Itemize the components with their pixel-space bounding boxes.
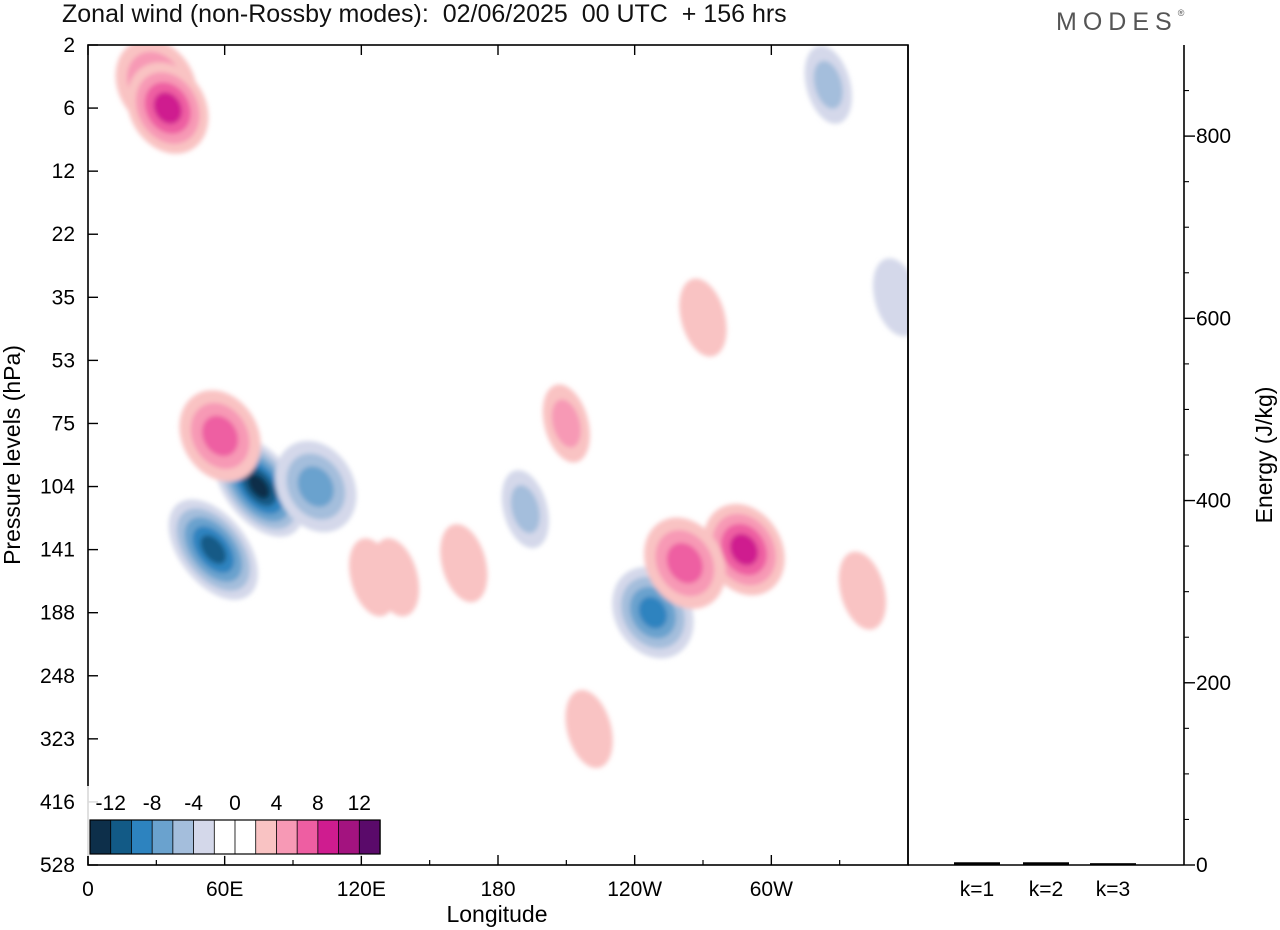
colorbar-swatch xyxy=(151,819,174,855)
brand-logo: MODES® xyxy=(1056,8,1184,37)
y-tick-label: 12 xyxy=(52,160,75,183)
y-tick-label: 6 xyxy=(63,97,75,120)
heatmap-cell xyxy=(168,499,258,600)
energy-category-label: k=1 xyxy=(960,878,994,901)
x-tick-label: 180 xyxy=(480,878,515,901)
colorbar-swatch xyxy=(89,819,112,855)
y-tick-label: 104 xyxy=(40,476,75,499)
brand-name: MODES xyxy=(1056,8,1178,36)
colorbar-swatch xyxy=(296,819,319,855)
energy-axis-label: Energy (J/kg) xyxy=(1251,387,1277,524)
y-tick-label: 53 xyxy=(52,349,75,372)
y-tick-label: 323 xyxy=(40,728,75,751)
heatmap-cell xyxy=(542,384,590,463)
energy-bar xyxy=(1023,862,1069,865)
heatmap-cell xyxy=(679,278,727,357)
heatmap-contour xyxy=(729,533,759,566)
heatmap-contour xyxy=(565,689,613,769)
heatmap-contour xyxy=(872,258,908,337)
energy-tick-label: 400 xyxy=(1196,490,1231,513)
y-tick-label: 35 xyxy=(52,286,75,309)
colorbar-swatch xyxy=(255,819,278,855)
colorbar-swatch xyxy=(213,819,236,855)
x-tick-label: 120E xyxy=(337,878,386,901)
heatmap-contour xyxy=(202,415,239,457)
heatmap-contour xyxy=(153,92,182,124)
colorbar-label: 4 xyxy=(271,792,283,815)
energy-bar xyxy=(1090,863,1136,865)
heatmap-contour xyxy=(666,542,703,584)
heatmap-cell xyxy=(179,390,261,482)
x-tick-label: 60W xyxy=(750,878,793,901)
colorbar-swatch xyxy=(317,819,340,855)
y-tick-label: 248 xyxy=(40,665,75,688)
heatmap-plot xyxy=(115,45,908,769)
x-tick-label: 120W xyxy=(607,878,662,901)
y-axis-label: Pressure levels (hPa) xyxy=(0,345,25,565)
y-axis: 2 6 12 22 35 53 75 104 141 188 248 323 416 528 xyxy=(40,34,98,877)
x-axis-label: Longitude xyxy=(446,901,547,927)
heatmap-cell xyxy=(838,551,887,630)
colorbar-swatch xyxy=(193,819,215,855)
heatmap-cell xyxy=(126,62,209,154)
y-tick-label: 22 xyxy=(52,223,75,246)
brand-mark: ® xyxy=(1177,8,1185,18)
colorbar-label: -4 xyxy=(184,792,203,815)
y-tick-label: 528 xyxy=(40,854,75,877)
x-axis: 0 60E 120E 180 120W 60W xyxy=(82,45,841,901)
colorbar-label: -12 xyxy=(96,792,126,815)
heatmap-contour xyxy=(679,278,727,357)
heatmap-contour xyxy=(813,60,843,109)
heatmap-contour xyxy=(510,485,540,534)
x-tick-label: 60E xyxy=(206,878,243,901)
energy-tick-label: 0 xyxy=(1196,854,1208,877)
heatmap-cell xyxy=(275,440,357,533)
heatmap-cell xyxy=(872,258,908,337)
chart-title: Zonal wind (non-Rossby modes): 02/06/202… xyxy=(62,0,787,28)
colorbar-swatch xyxy=(358,819,381,855)
heatmap-cell xyxy=(371,538,420,617)
heatmap-cell xyxy=(644,517,726,609)
energy-tick-label: 200 xyxy=(1196,672,1231,695)
y-tick-label: 416 xyxy=(40,791,75,814)
heatmap-cell xyxy=(440,524,488,603)
colorbar-label: 0 xyxy=(229,792,241,815)
colorbar: -12 -8 -4 0 4 8 12 xyxy=(86,786,384,856)
colorbar-swatch xyxy=(172,819,195,855)
y-tick-label: 75 xyxy=(52,412,75,435)
colorbar-label: 12 xyxy=(348,792,371,815)
energy-axis: 0 200 400 600 800 xyxy=(1184,90,1231,877)
colorbar-label: -8 xyxy=(143,792,162,815)
heatmap-contour xyxy=(440,524,488,603)
heatmap-contour xyxy=(838,551,887,630)
x-tick-label: 0 xyxy=(82,878,94,901)
colorbar-swatch xyxy=(234,819,257,855)
y-tick-label: 188 xyxy=(40,602,75,625)
energy-category-label: k=3 xyxy=(1096,878,1130,901)
heatmap-contour xyxy=(297,466,334,507)
energy-category-label: k=2 xyxy=(1029,878,1063,901)
heatmap-contour xyxy=(248,474,270,499)
colorbar-swatch xyxy=(338,819,360,855)
heatmap-contour xyxy=(551,399,581,448)
energy-panel: k=1 k=2 k=3 0 200 400 600 800 Energy (J/kg) xyxy=(907,45,1277,901)
colorbar-swatch xyxy=(276,819,298,855)
colorbar-swatch xyxy=(110,819,133,855)
heatmap-cell xyxy=(565,689,613,769)
energy-tick-label: 800 xyxy=(1196,125,1231,148)
colorbar-label: 8 xyxy=(312,792,324,815)
colorbar-swatch xyxy=(131,819,153,855)
y-tick-label: 2 xyxy=(63,34,75,57)
heatmap-cell xyxy=(501,470,549,549)
heatmap-cell xyxy=(804,45,852,124)
energy-bar xyxy=(954,862,1000,865)
colorbar-frame xyxy=(89,819,381,855)
heatmap-contour xyxy=(200,535,227,564)
heatmap-contour xyxy=(371,538,420,617)
heatmap-contour xyxy=(638,596,668,629)
energy-tick-label: 600 xyxy=(1196,307,1231,330)
y-tick-label: 141 xyxy=(40,539,75,562)
energy-bars: k=1 k=2 k=3 xyxy=(954,862,1136,901)
